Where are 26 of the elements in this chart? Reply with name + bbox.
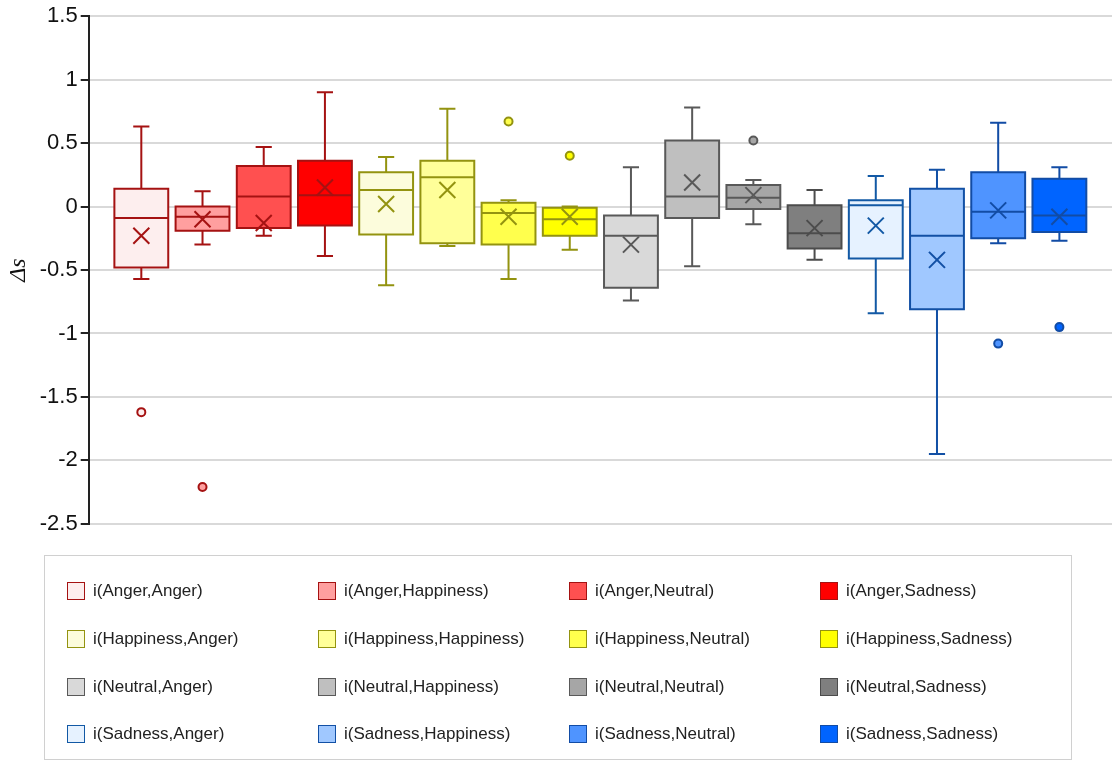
legend-label: i(Neutral,Neutral) [595,676,725,697]
y-tick-label: -1 [58,319,78,345]
legend-label: i(Happiness,Anger) [93,628,239,649]
y-tick-label: 0 [65,192,78,218]
legend-label: i(Anger,Sadness) [846,581,977,601]
legend-label: i(Anger,Happiness) [344,581,489,601]
legend-label: i(Neutral,Happiness) [344,676,499,697]
y-tick-label: 1.5 [47,2,78,28]
legend-label: i(Happiness,Happiness) [344,628,525,649]
y-tick-label: -2 [58,446,78,472]
legend-label: i(Sadness,Anger) [93,724,225,745]
legend-label: i(Anger,Anger) [93,581,203,601]
y-tick-label: -1.5 [39,382,78,408]
legend-label: i(Neutral,Sadness) [846,676,987,697]
legend-label: i(Happiness,Neutral) [595,628,750,649]
y-tick-label: 1 [65,65,78,91]
legend-label: i(Neutral,Anger) [93,676,213,697]
legend-label: i(Anger,Neutral) [595,581,715,601]
legend-label: i(Sadness,Neutral) [595,724,736,745]
legend-label: i(Sadness,Happiness) [344,724,511,745]
y-tick-label: -0.5 [39,256,78,282]
legend-label: i(Sadness,Sadness) [846,724,999,745]
y-tick-label: -2.5 [39,509,78,535]
y-tick-label: 0.5 [47,129,78,155]
y-axis-title: Δs [3,258,30,283]
legend-label: i(Happiness,Sadness) [846,628,1013,649]
